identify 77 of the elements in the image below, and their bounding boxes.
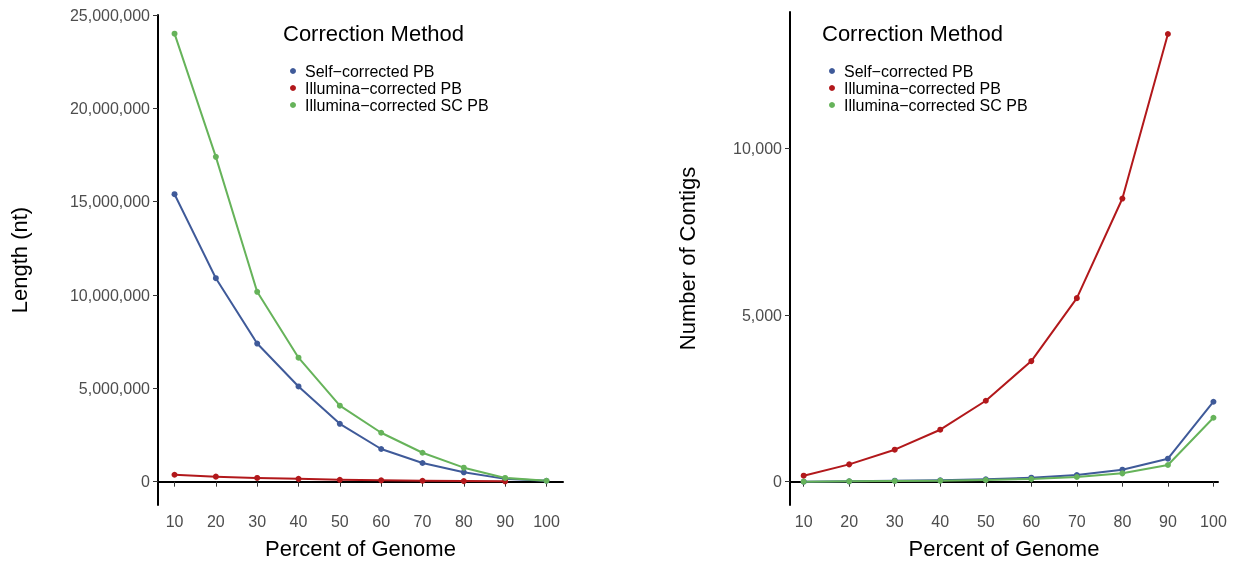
- x-tick-label: 100: [533, 512, 560, 530]
- y-tick-label: 25,000,000: [69, 6, 151, 24]
- point: [254, 474, 261, 481]
- y-tick-label: 15,000,000: [69, 193, 151, 211]
- point: [1028, 358, 1035, 365]
- y-tick-label: 0: [773, 473, 783, 491]
- point: [800, 472, 807, 479]
- point: [336, 476, 343, 483]
- x-tick-label: 20: [206, 512, 225, 530]
- point: [419, 477, 426, 484]
- y-axis-title: Length (nt): [6, 206, 32, 314]
- x-tick-label: 100: [1200, 512, 1227, 530]
- point: [937, 426, 944, 433]
- y-tick-label: 20,000,000: [69, 99, 151, 117]
- x-tick-label: 20: [840, 512, 859, 530]
- x-tick-label: 30: [248, 512, 267, 530]
- point: [171, 191, 178, 198]
- point: [419, 449, 426, 456]
- x-tick-label: 80: [1113, 512, 1132, 530]
- x-tick-label: 60: [372, 512, 391, 530]
- point: [846, 461, 853, 468]
- x-axis-title: Percent of Genome: [265, 535, 456, 561]
- x-tick-label: 60: [1022, 512, 1041, 530]
- point: [1164, 30, 1171, 37]
- legend-label: Illumina−corrected PB: [305, 79, 462, 97]
- point: [1210, 398, 1217, 405]
- point: [295, 475, 302, 482]
- legend-label: Self−corrected PB: [305, 62, 435, 80]
- y-tick-label: 10,000: [733, 140, 783, 158]
- point: [460, 478, 467, 485]
- x-tick-label: 80: [454, 512, 473, 530]
- legend-label: Self−corrected PB: [844, 62, 974, 80]
- legend-label: Illumina−corrected PB: [844, 79, 1001, 97]
- y-tick-label: 0: [141, 473, 151, 491]
- y-tick-label: 5,000,000: [78, 379, 151, 397]
- point: [1119, 195, 1126, 202]
- x-tick-label: 70: [413, 512, 432, 530]
- legend-title: Correction Method: [283, 20, 464, 46]
- point: [460, 464, 467, 471]
- point: [1164, 462, 1171, 469]
- point: [295, 383, 302, 390]
- x-tick-label: 10: [165, 512, 184, 530]
- y-axis-title: Number of Contigs: [674, 166, 700, 351]
- x-tick-label: 50: [976, 512, 995, 530]
- point: [171, 471, 178, 478]
- point: [336, 420, 343, 427]
- x-tick-label: 40: [931, 512, 950, 530]
- point: [378, 477, 385, 484]
- point: [419, 460, 426, 466]
- legend-label: Illumina−corrected SC PB: [844, 96, 1028, 114]
- point: [212, 473, 219, 480]
- point: [254, 340, 261, 347]
- legend-label: Illumina−corrected SC PB: [305, 96, 489, 114]
- point: [295, 354, 302, 361]
- y-tick-label: 5,000: [741, 306, 783, 324]
- y-tick-label: 10,000,000: [69, 286, 151, 304]
- point: [1210, 414, 1217, 421]
- x-tick-label: 90: [496, 512, 515, 530]
- point: [336, 402, 343, 409]
- point: [1164, 455, 1171, 462]
- point: [212, 275, 219, 282]
- x-tick-label: 40: [289, 512, 308, 530]
- point: [378, 429, 385, 436]
- x-tick-label: 50: [330, 512, 349, 530]
- point: [212, 153, 219, 160]
- x-tick-label: 90: [1159, 512, 1177, 530]
- point: [891, 446, 898, 453]
- point: [982, 397, 989, 404]
- x-tick-label: 30: [885, 512, 904, 530]
- x-tick-label: 10: [794, 512, 813, 530]
- point: [378, 446, 385, 452]
- point: [1119, 470, 1126, 477]
- x-tick-label: 70: [1067, 512, 1086, 530]
- x-axis-title: Percent of Genome: [908, 535, 1100, 561]
- legend-title: Correction Method: [822, 20, 1003, 46]
- point: [254, 288, 261, 295]
- point: [1073, 295, 1080, 302]
